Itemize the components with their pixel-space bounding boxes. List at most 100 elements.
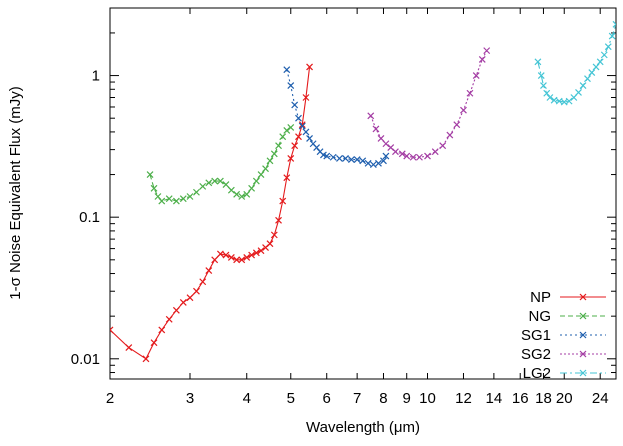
data-point — [186, 294, 194, 302]
data-point — [431, 148, 439, 156]
data-point — [199, 182, 207, 190]
x-tick-label: 12 — [455, 390, 472, 407]
marker-stroke — [270, 150, 278, 158]
data-point — [537, 72, 545, 79]
marker-stroke — [319, 151, 327, 159]
y-tick-label: 1 — [92, 68, 100, 85]
marker-stroke — [403, 152, 411, 160]
y-tick-label: 0.1 — [79, 209, 100, 226]
x-tick-label: 3 — [186, 390, 194, 407]
legend-label: LG2 — [523, 365, 551, 382]
marker-stroke — [110, 329, 114, 334]
data-point — [279, 197, 287, 205]
marker-stroke — [369, 161, 377, 169]
marker-stroke — [283, 174, 291, 182]
data-point — [483, 47, 491, 55]
series-sg2 — [367, 47, 491, 161]
data-point — [205, 179, 213, 187]
x-tick-label: 18 — [535, 390, 552, 407]
marker-stroke — [446, 131, 454, 139]
x-tick-label: 2 — [106, 390, 114, 407]
x-tick-label: 16 — [512, 390, 529, 407]
data-point — [243, 190, 251, 198]
marker-stroke — [165, 195, 173, 203]
marker-stroke — [295, 133, 302, 141]
marker-stroke — [154, 193, 162, 200]
marker-stroke — [222, 181, 230, 188]
series-lg2 — [534, 20, 616, 106]
data-point — [283, 174, 291, 182]
marker-stroke — [596, 58, 604, 66]
data-point — [179, 195, 187, 203]
data-point — [398, 150, 406, 158]
data-point — [439, 142, 447, 150]
data-point — [248, 184, 256, 192]
data-point — [186, 193, 194, 200]
series-line — [149, 127, 292, 202]
marker-stroke — [478, 56, 486, 63]
marker-stroke — [579, 312, 587, 320]
data-point — [295, 133, 302, 141]
data-point — [266, 157, 274, 165]
data-point — [262, 165, 269, 173]
data-point — [353, 156, 361, 164]
legend-marker — [579, 331, 587, 339]
marker-stroke — [179, 299, 187, 306]
legend-label: NG — [529, 308, 552, 325]
legend-marker — [579, 293, 587, 301]
data-point — [375, 159, 382, 167]
data-point — [579, 82, 587, 89]
marker-stroke — [287, 82, 295, 89]
marker-stroke — [579, 82, 587, 89]
data-point — [596, 58, 604, 66]
data-point — [125, 344, 133, 352]
x-tick-label: 7 — [353, 390, 361, 407]
marker-stroke — [216, 250, 224, 258]
marker-stroke — [257, 247, 265, 255]
marker-stroke — [588, 69, 596, 76]
marker-stroke — [291, 101, 299, 109]
data-point — [592, 63, 600, 71]
marker-stroke — [211, 256, 219, 264]
data-point — [283, 66, 291, 74]
marker-stroke — [382, 152, 390, 160]
data-point — [222, 251, 230, 259]
series-np — [110, 63, 313, 363]
data-point — [604, 43, 612, 51]
marker-stroke — [336, 154, 343, 162]
marker-stroke — [584, 75, 591, 83]
marker-stroke — [439, 142, 447, 150]
marker-stroke — [302, 94, 310, 101]
marker-stroke — [534, 58, 542, 66]
marker-stroke — [165, 315, 173, 323]
data-point — [158, 326, 166, 334]
data-point — [342, 154, 349, 162]
data-point — [367, 112, 375, 120]
marker-stroke — [472, 72, 480, 79]
marker-stroke — [146, 171, 154, 178]
marker-stroke — [295, 114, 302, 122]
marker-stroke — [364, 159, 372, 167]
legend-label: SG2 — [521, 346, 551, 363]
data-point — [372, 125, 380, 133]
data-point — [600, 51, 608, 59]
marker-stroke — [302, 128, 310, 136]
data-point — [243, 253, 251, 261]
data-point — [416, 153, 423, 161]
x-tick-label: 20 — [556, 390, 573, 407]
marker-stroke — [387, 144, 395, 152]
x-axis: 2 3 4 5 6 7 8 9 10 12 14 16 18 20 24 — [106, 8, 609, 407]
y-axis-title: 1-σ Noise Equivalent Flux (mJy) — [7, 86, 24, 300]
marker-stroke — [298, 121, 306, 129]
marker-stroke — [186, 193, 194, 200]
data-point — [275, 142, 282, 150]
marker-stroke — [375, 159, 382, 167]
data-point — [248, 251, 256, 259]
data-point — [588, 69, 596, 76]
marker-stroke — [575, 89, 582, 96]
data-point — [608, 32, 616, 40]
marker-stroke — [377, 134, 385, 142]
data-point — [279, 133, 287, 141]
marker-stroke — [550, 96, 558, 104]
